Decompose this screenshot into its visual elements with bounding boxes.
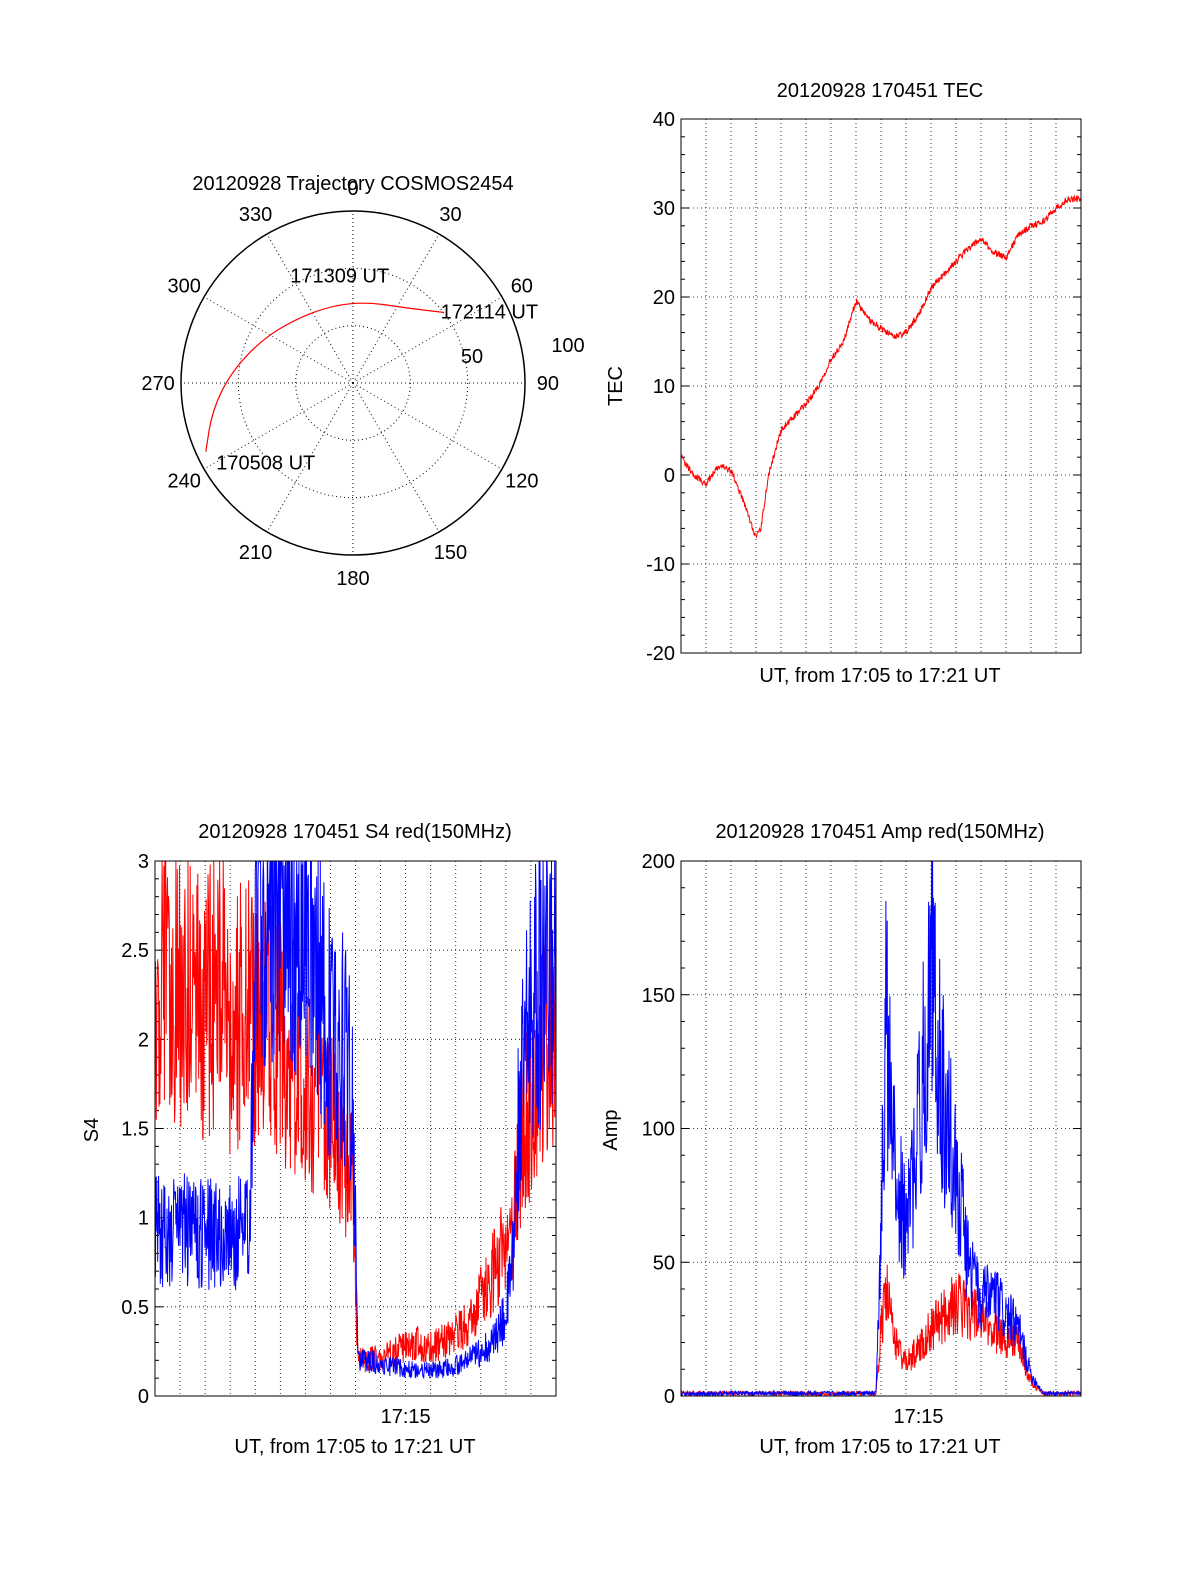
tec-grid — [681, 119, 1081, 653]
polar-angle-label: 180 — [336, 568, 369, 590]
polar-chart: 20120928 Trajectory COSMOS2454 0 30 60 90 12… — [141, 173, 584, 590]
tec-title: 20120928 170451 TEC — [777, 80, 983, 102]
s4-chart: 20120928 170451 S4 red(150MHz) UT, from … — [81, 821, 557, 1458]
amp-series — [680, 860, 1082, 1398]
y-tick-label: 0 — [138, 1386, 149, 1408]
polar-spoke — [352, 382, 503, 470]
polar-spoke — [203, 296, 354, 384]
s4-frame — [154, 860, 557, 1397]
y-tick-label: -20 — [646, 643, 675, 665]
y-tick-label: 40 — [653, 109, 675, 131]
s4-series-line-blue — [154, 860, 557, 1379]
polar-spoke — [266, 382, 354, 533]
polar-spoke — [203, 382, 354, 470]
polar-annotations: 172114 UT 171309 UT 170508 UT — [216, 266, 538, 475]
x-tick-label: 17:15 — [381, 1406, 431, 1428]
y-tick-label: -10 — [646, 554, 675, 576]
polar-angle-label: 0 — [347, 178, 358, 200]
y-tick-label: 200 — [642, 851, 675, 873]
amp-chart: 20120928 170451 Amp red(150MHz) UT, from… — [600, 821, 1082, 1458]
polar-angle-labels: 0 30 60 90 120 150 180 210 240 270 300 330 — [141, 178, 559, 590]
amp-series-line-red — [680, 1264, 1082, 1398]
amp-ylabel: Amp — [600, 1109, 622, 1150]
y-tick-label: 0 — [664, 1386, 675, 1408]
tec-chart: 20120928 170451 TEC UT, from 17:05 to 17… — [605, 80, 1082, 687]
polar-spoke — [352, 296, 503, 384]
y-tick-label: 0 — [664, 465, 675, 487]
tec-ylabel: TEC — [605, 366, 627, 406]
polar-grid-ring — [237, 267, 469, 499]
y-tick-label: 2.5 — [121, 940, 149, 962]
tec-xlabel: UT, from 17:05 to 17:21 UT — [759, 665, 1000, 687]
amp-ticks: 0 50 100 150 200 17:15 — [642, 851, 1081, 1428]
polar-trajectory-line — [205, 302, 444, 452]
y-tick-label: 150 — [642, 985, 675, 1007]
polar-angle-label: 240 — [167, 470, 200, 492]
tec-frame — [680, 118, 1082, 654]
y-tick-label: 10 — [653, 376, 675, 398]
polar-angle-label: 30 — [439, 204, 461, 226]
y-tick-label: 50 — [653, 1252, 675, 1274]
polar-time-annotation: 170508 UT — [216, 453, 315, 475]
polar-spoke — [266, 233, 354, 384]
polar-radius-labels: 50 100 — [461, 335, 585, 368]
polar-angle-label: 270 — [141, 373, 174, 395]
amp-grid — [681, 861, 1081, 1396]
polar-angle-label: 210 — [239, 542, 272, 564]
amp-series-line-blue — [680, 860, 1082, 1398]
x-tick-label: 17:15 — [893, 1406, 943, 1428]
tec-series — [680, 194, 1082, 539]
tec-ticks: -20 -10 0 10 20 30 40 — [646, 109, 1081, 665]
y-tick-label: 3 — [138, 851, 149, 873]
s4-title: 20120928 170451 S4 red(150MHz) — [198, 821, 512, 843]
polar-radius-label: 50 — [461, 346, 483, 368]
y-tick-label: 100 — [642, 1119, 675, 1141]
s4-series — [154, 860, 557, 1379]
amp-title: 20120928 170451 Amp red(150MHz) — [715, 821, 1044, 843]
polar-grid-ring — [295, 325, 411, 441]
polar-angle-label: 90 — [537, 373, 559, 395]
polar-angle-label: 60 — [511, 276, 533, 298]
y-tick-label: 2 — [138, 1029, 149, 1051]
s4-series-line-red — [154, 860, 557, 1373]
y-tick-label: 1 — [138, 1208, 149, 1230]
amp-xlabel: UT, from 17:05 to 17:21 UT — [759, 1436, 1000, 1458]
polar-spoke — [352, 382, 440, 533]
polar-radius-label: 100 — [551, 335, 584, 357]
polar-angle-label: 120 — [505, 470, 538, 492]
y-tick-label: 20 — [653, 287, 675, 309]
polar-angle-label: 330 — [239, 204, 272, 226]
polar-angle-label: 300 — [167, 276, 200, 298]
polar-title: 20120928 Trajectory COSMOS2454 — [192, 173, 513, 195]
s4-xlabel: UT, from 17:05 to 17:21 UT — [234, 1436, 475, 1458]
polar-spoke — [352, 233, 440, 384]
polar-grid — [180, 210, 526, 556]
polar-outer-ring — [180, 210, 526, 556]
polar-time-annotation: 171309 UT — [290, 266, 389, 288]
amp-frame — [680, 860, 1082, 1397]
polar-angle-label: 150 — [434, 542, 467, 564]
s4-ylabel: S4 — [81, 1118, 103, 1142]
polar-time-annotation: 172114 UT — [441, 301, 538, 323]
y-tick-label: 1.5 — [121, 1119, 149, 1141]
tec-series-line-red — [680, 194, 1082, 539]
polar-series — [205, 302, 444, 452]
y-tick-label: 30 — [653, 198, 675, 220]
y-tick-label: 0.5 — [121, 1297, 149, 1319]
